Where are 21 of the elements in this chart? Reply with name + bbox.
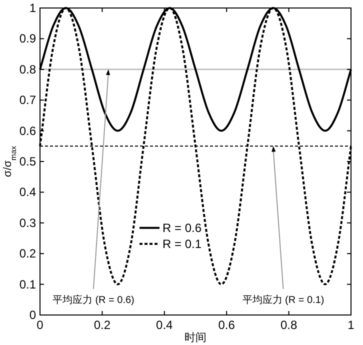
y-tick-label: 0.5 — [19, 154, 36, 168]
y-tick-label: 1 — [29, 1, 36, 15]
y-tick-label: 0 — [29, 308, 36, 322]
x-axis-title: 时间 — [184, 331, 206, 344]
annotation: 平均应力 (R = 0.6) — [52, 294, 134, 306]
y-tick-label: 0.3 — [19, 216, 36, 230]
x-tick-label: 0.4 — [156, 318, 174, 332]
annotation: 平均应力 (R = 0.1) — [242, 294, 324, 306]
y-tick-label: 0.1 — [19, 277, 36, 292]
x-tick-label: 0.6 — [218, 318, 236, 332]
x-tick-label: 1 — [348, 318, 355, 332]
y-tick-label: 0.6 — [19, 124, 36, 138]
y-tick-label: 0.7 — [19, 93, 36, 108]
y-tick-label: 0.8 — [19, 62, 36, 76]
x-tick-label: 0.2 — [94, 318, 111, 332]
x-tick-label: 0.8 — [280, 318, 298, 332]
y-tick-label: 0.4 — [19, 185, 36, 200]
y-tick-label: 0.2 — [19, 246, 36, 261]
legend-label: R = 0.1 — [162, 236, 202, 251]
y-tick-label: 0.9 — [19, 32, 36, 46]
legend-label: R = 0.6 — [162, 220, 202, 235]
